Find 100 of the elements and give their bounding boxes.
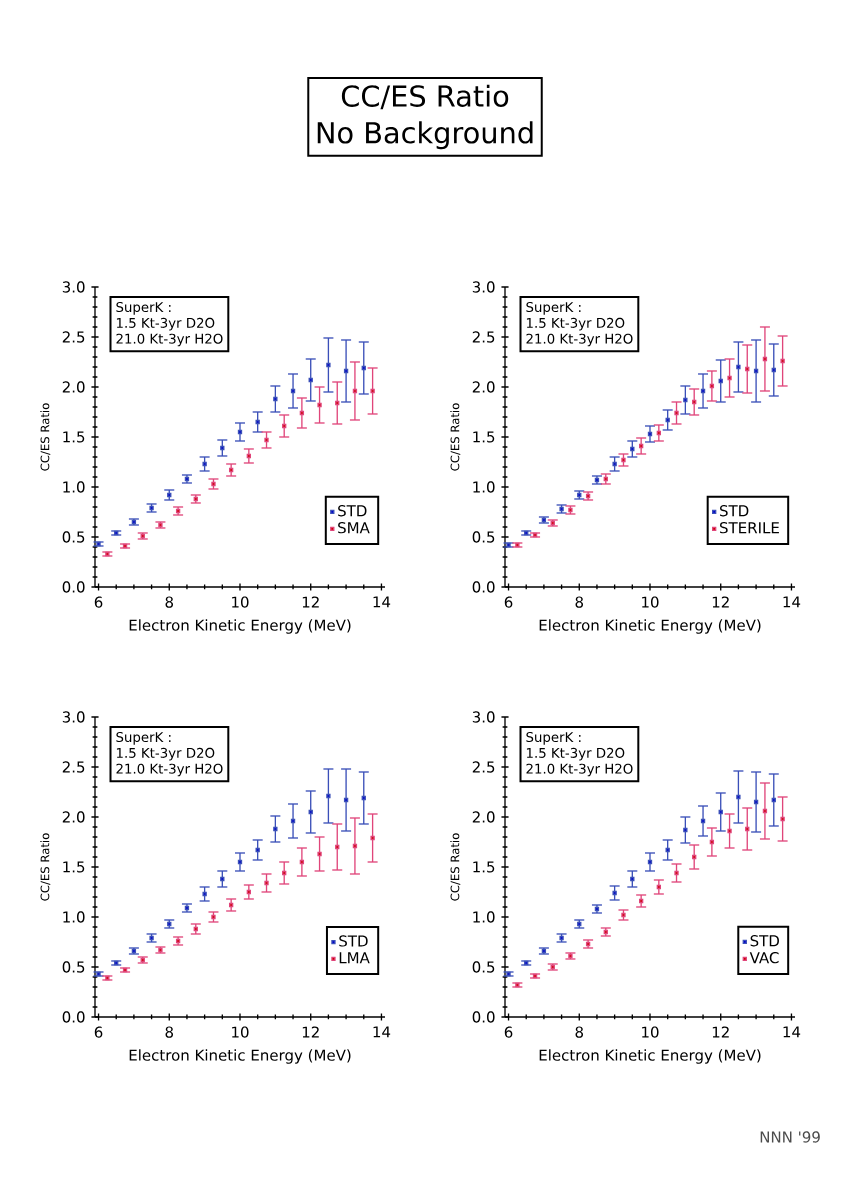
point bbox=[370, 388, 375, 394]
point bbox=[290, 818, 296, 824]
x-tick-label: 12 bbox=[712, 1026, 729, 1038]
point bbox=[718, 378, 723, 384]
point bbox=[246, 453, 251, 459]
point bbox=[656, 430, 662, 436]
point bbox=[718, 809, 723, 815]
chart-subtitle: No Background bbox=[317, 121, 533, 150]
point bbox=[299, 410, 305, 416]
point bbox=[736, 364, 741, 370]
point bbox=[638, 898, 644, 904]
annotation: SuperK : bbox=[116, 301, 171, 315]
point bbox=[692, 854, 697, 860]
point bbox=[228, 902, 234, 908]
y-tick-label: 0.5 bbox=[472, 961, 495, 973]
y-tick-label: 2.0 bbox=[62, 381, 85, 393]
legend-label: STD bbox=[720, 505, 749, 517]
y-tick-label: 2.0 bbox=[472, 381, 495, 393]
point bbox=[352, 388, 358, 394]
point bbox=[264, 880, 269, 886]
point bbox=[308, 809, 313, 815]
point bbox=[780, 358, 785, 364]
x-axis-title: Electron Kinetic Energy (MeV) bbox=[539, 1049, 761, 1064]
point bbox=[220, 445, 225, 451]
point bbox=[780, 816, 785, 822]
y-tick-label: 1.0 bbox=[473, 481, 495, 493]
legend-label: STERILE bbox=[720, 522, 779, 534]
legend-label: STD bbox=[338, 505, 367, 517]
y-tick-label: 3.0 bbox=[62, 711, 85, 723]
y-tick-label: 0.0 bbox=[472, 581, 495, 593]
point bbox=[299, 859, 305, 865]
point bbox=[282, 870, 287, 876]
point bbox=[317, 402, 322, 408]
point bbox=[745, 826, 750, 832]
y-tick-label: 0.5 bbox=[62, 961, 85, 973]
x-axis-title: Electron Kinetic Energy (MeV) bbox=[539, 619, 761, 634]
point bbox=[370, 835, 375, 841]
point bbox=[246, 889, 251, 895]
y-tick-label: 2.5 bbox=[62, 761, 85, 773]
y-tick-label: 1.0 bbox=[63, 481, 85, 493]
x-tick-label: 10 bbox=[232, 596, 249, 608]
x-tick-label: 14 bbox=[373, 596, 391, 608]
annotation: SuperK : bbox=[116, 731, 171, 745]
point bbox=[335, 844, 340, 850]
y-tick-label: 1.5 bbox=[63, 861, 85, 873]
x-tick-label: 14 bbox=[373, 1026, 391, 1038]
point bbox=[273, 826, 278, 832]
y-axis-title: CC/ES Ratio bbox=[450, 833, 461, 901]
y-tick-label: 3.0 bbox=[472, 711, 495, 723]
y-tick-label: 1.5 bbox=[473, 861, 495, 873]
point bbox=[665, 847, 670, 853]
x-axis-title: Electron Kinetic Energy (MeV) bbox=[129, 1049, 351, 1064]
legend-label: SMA bbox=[338, 522, 370, 534]
point bbox=[753, 799, 759, 805]
point bbox=[753, 368, 759, 374]
x-tick-label: 10 bbox=[642, 596, 659, 608]
annotation: 21.0 Kt-3yr H2O bbox=[116, 333, 223, 347]
x-tick-label: 8 bbox=[165, 596, 174, 608]
point bbox=[665, 417, 670, 423]
y-tick-label: 3.0 bbox=[62, 281, 85, 293]
point bbox=[343, 368, 349, 374]
y-tick-label: 1.0 bbox=[63, 911, 85, 923]
annotation: SuperK : bbox=[526, 301, 581, 315]
y-tick-label: 2.5 bbox=[472, 331, 495, 343]
point bbox=[709, 839, 715, 845]
point bbox=[361, 795, 366, 801]
point bbox=[709, 383, 715, 389]
x-tick-label: 14 bbox=[783, 1026, 801, 1038]
point bbox=[273, 396, 278, 402]
annotation: 21.0 Kt-3yr H2O bbox=[526, 333, 633, 347]
point bbox=[326, 362, 331, 368]
point bbox=[630, 446, 635, 452]
y-axis-title: CC/ES Ratio bbox=[40, 403, 51, 471]
point bbox=[762, 356, 768, 362]
point bbox=[647, 431, 653, 437]
x-tick-label: 8 bbox=[575, 596, 584, 608]
y-tick-label: 1.0 bbox=[473, 911, 495, 923]
point bbox=[335, 400, 340, 406]
annotation: SuperK : bbox=[526, 731, 581, 745]
x-tick-label: 8 bbox=[165, 1026, 174, 1038]
annotation: 1.5 Kt-3yr D2O bbox=[116, 317, 215, 331]
x-tick-label: 10 bbox=[232, 1026, 249, 1038]
point bbox=[771, 797, 776, 803]
annotation: 21.0 Kt-3yr H2O bbox=[116, 763, 223, 777]
x-tick-label: 10 bbox=[642, 1026, 659, 1038]
point bbox=[736, 794, 741, 800]
y-tick-label: 0.0 bbox=[62, 581, 85, 593]
point bbox=[630, 876, 635, 882]
point bbox=[762, 808, 768, 814]
point bbox=[255, 419, 260, 425]
annotation: 1.5 Kt-3yr D2O bbox=[526, 747, 625, 761]
point bbox=[237, 859, 243, 865]
y-tick-label: 3.0 bbox=[472, 281, 495, 293]
point bbox=[621, 457, 626, 463]
y-tick-label: 0.5 bbox=[472, 531, 495, 543]
y-tick-label: 0.5 bbox=[62, 531, 85, 543]
point bbox=[674, 870, 679, 876]
y-tick-label: 2.0 bbox=[472, 811, 495, 823]
point bbox=[727, 375, 732, 381]
point bbox=[352, 843, 358, 849]
